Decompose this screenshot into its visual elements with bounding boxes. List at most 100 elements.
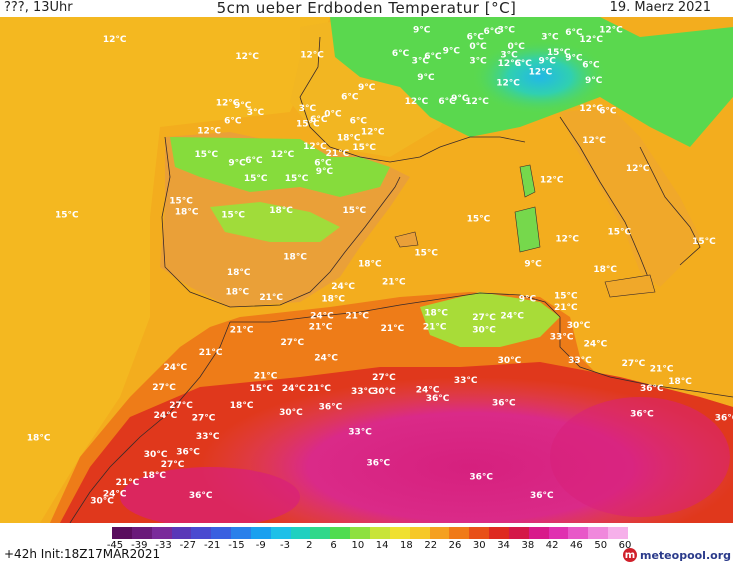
- temperature-label: 21°C: [345, 311, 369, 321]
- temperature-label: 27°C: [372, 373, 396, 383]
- temperature-label: 12°C: [405, 97, 429, 107]
- colorbar-swatch: [131, 527, 153, 539]
- temperature-label: 18°C: [321, 295, 345, 305]
- temperature-label: 9°C: [524, 260, 542, 270]
- temperature-label: 30°C: [567, 321, 591, 331]
- temperature-label: 15°C: [169, 196, 193, 206]
- temperature-label: 18°C: [593, 265, 617, 275]
- temperature-label: 15°C: [296, 119, 320, 129]
- temperature-label: 18°C: [226, 288, 250, 298]
- temperature-label: 15°C: [554, 292, 578, 302]
- temperature-label: 12°C: [465, 97, 489, 107]
- temperature-label: 24°C: [310, 311, 334, 321]
- temperature-label: 15°C: [250, 384, 274, 394]
- colorbar-tick-label: 26: [448, 540, 462, 551]
- temperature-label: 15°C: [55, 210, 79, 220]
- colorbar-swatch: [112, 527, 133, 539]
- temperature-label: 18°C: [27, 433, 51, 443]
- temperature-label: 6°C: [341, 93, 359, 103]
- temperature-label: 21°C: [116, 478, 140, 488]
- temperature-label: 15°C: [244, 174, 268, 184]
- balearic-islands: [394, 231, 419, 248]
- temperature-label: 18°C: [337, 133, 361, 143]
- temperature-label: 6°C: [224, 117, 242, 127]
- temperature-label: 3°C: [541, 32, 559, 42]
- colorbar-swatch: [449, 527, 470, 539]
- temperature-label: 6°C: [565, 28, 583, 38]
- colorbar-swatch: [270, 527, 292, 539]
- model-run-info: +42h Init:18Z17MAR2021: [4, 547, 161, 561]
- temperature-label: 27°C: [622, 359, 646, 369]
- temperature-label: 9°C: [413, 25, 431, 35]
- temperature-label: 15°C: [547, 48, 571, 58]
- temperature-label: 12°C: [303, 142, 327, 152]
- brand-logo[interactable]: m meteopool.org: [623, 545, 731, 565]
- colorbar-swatch: [389, 527, 411, 539]
- colorbar-tick-label: -39: [131, 540, 148, 551]
- colorbar-swatch: [528, 527, 550, 539]
- colorbar-tick-label: 18: [400, 540, 413, 551]
- temperature-label: 12°C: [197, 126, 221, 136]
- temperature-label: 15°C: [692, 237, 716, 247]
- colorbar-tick-label: 46: [570, 540, 583, 551]
- temperature-label: 27°C: [161, 460, 185, 470]
- temperature-label: 6°C: [599, 107, 617, 117]
- temperature-label: 15°C: [352, 143, 376, 153]
- temperature-label: 33°C: [568, 356, 592, 366]
- temperature-label: 6°C: [314, 159, 332, 169]
- colorbar-swatch: [409, 527, 431, 539]
- temperature-label: 12°C: [540, 175, 564, 185]
- temperature-map[interactable]: 12°C 12°C 12°C 9°C 6°C 3°C 6°C 3°C 6°C 12°C 12°C 0°…: [0, 17, 733, 523]
- italy-region: [560, 107, 700, 287]
- temperature-label: 12°C: [498, 59, 522, 69]
- temperature-colorbar: [112, 527, 629, 539]
- temperature-label: 36°C: [367, 459, 391, 469]
- temperature-label: 27°C: [192, 414, 216, 424]
- map-title: 5cm ueber Erdboden Temperatur [°C]: [216, 0, 517, 17]
- temperature-label: 27°C: [169, 401, 193, 411]
- temperature-label: 12°C: [216, 98, 240, 108]
- temperature-label: 6°C: [515, 59, 533, 69]
- temperature-label: 12°C: [496, 79, 520, 89]
- colorbar-swatch: [370, 527, 391, 539]
- temperature-label: 3°C: [498, 25, 516, 35]
- temperature-label: 30°C: [372, 387, 396, 397]
- colorbar-tick-label: 34: [497, 540, 510, 551]
- temperature-label: 6°C: [438, 97, 456, 107]
- temperature-label: 27°C: [152, 383, 176, 393]
- colorbar-tick-label: 42: [545, 540, 559, 551]
- temperature-label: 21°C: [254, 372, 278, 382]
- colorbar-tick-label: 50: [594, 540, 608, 551]
- colorbar-swatch: [429, 527, 450, 539]
- temperature-label: 12°C: [361, 128, 385, 138]
- colorbar-ticks: -45 -39 -33 -27 -21 -15 -9 -3 2 6 10 14 18 22 26 30 34 38…: [107, 540, 632, 554]
- temperature-label: 33°C: [454, 376, 478, 386]
- temperature-label: 9°C: [228, 159, 246, 169]
- alps-cold-region: [470, 39, 610, 115]
- meteopool-logo-icon: m: [623, 548, 637, 562]
- temperature-label: 36°C: [492, 398, 516, 408]
- colorbar-swatch: [608, 527, 629, 539]
- colorbar-tick-label: 10: [351, 540, 365, 551]
- temperature-label: 9°C: [358, 83, 376, 93]
- temperature-label: 0°C: [469, 42, 487, 52]
- temperature-label: 12°C: [235, 52, 259, 62]
- temperature-label: 27°C: [472, 313, 496, 323]
- sicily: [604, 274, 656, 298]
- temperature-label: 9°C: [585, 76, 603, 86]
- colorbar-swatch: [290, 527, 311, 539]
- temperature-label: 15°C: [195, 150, 219, 160]
- colorbar-swatch: [250, 527, 272, 539]
- colorbar-tick-label: 60: [618, 540, 632, 551]
- temperature-label: 21°C: [307, 384, 331, 394]
- temperature-label: 24°C: [103, 489, 127, 499]
- colorbar-tick-label: -3: [280, 540, 290, 551]
- temperature-label: 30°C: [498, 356, 522, 366]
- temperature-label: 24°C: [416, 386, 440, 396]
- temperature-label: 12°C: [579, 35, 603, 45]
- colorbar-swatch: [489, 527, 510, 539]
- colorbar-swatch: [350, 527, 371, 539]
- temperature-label: 24°C: [331, 282, 355, 292]
- temperature-label: 6°C: [350, 117, 368, 127]
- temperature-labels: 12°C12°C 12°C9°C6°C3°C6°C3°C 6°C 12°C12°C0°…: [27, 25, 733, 506]
